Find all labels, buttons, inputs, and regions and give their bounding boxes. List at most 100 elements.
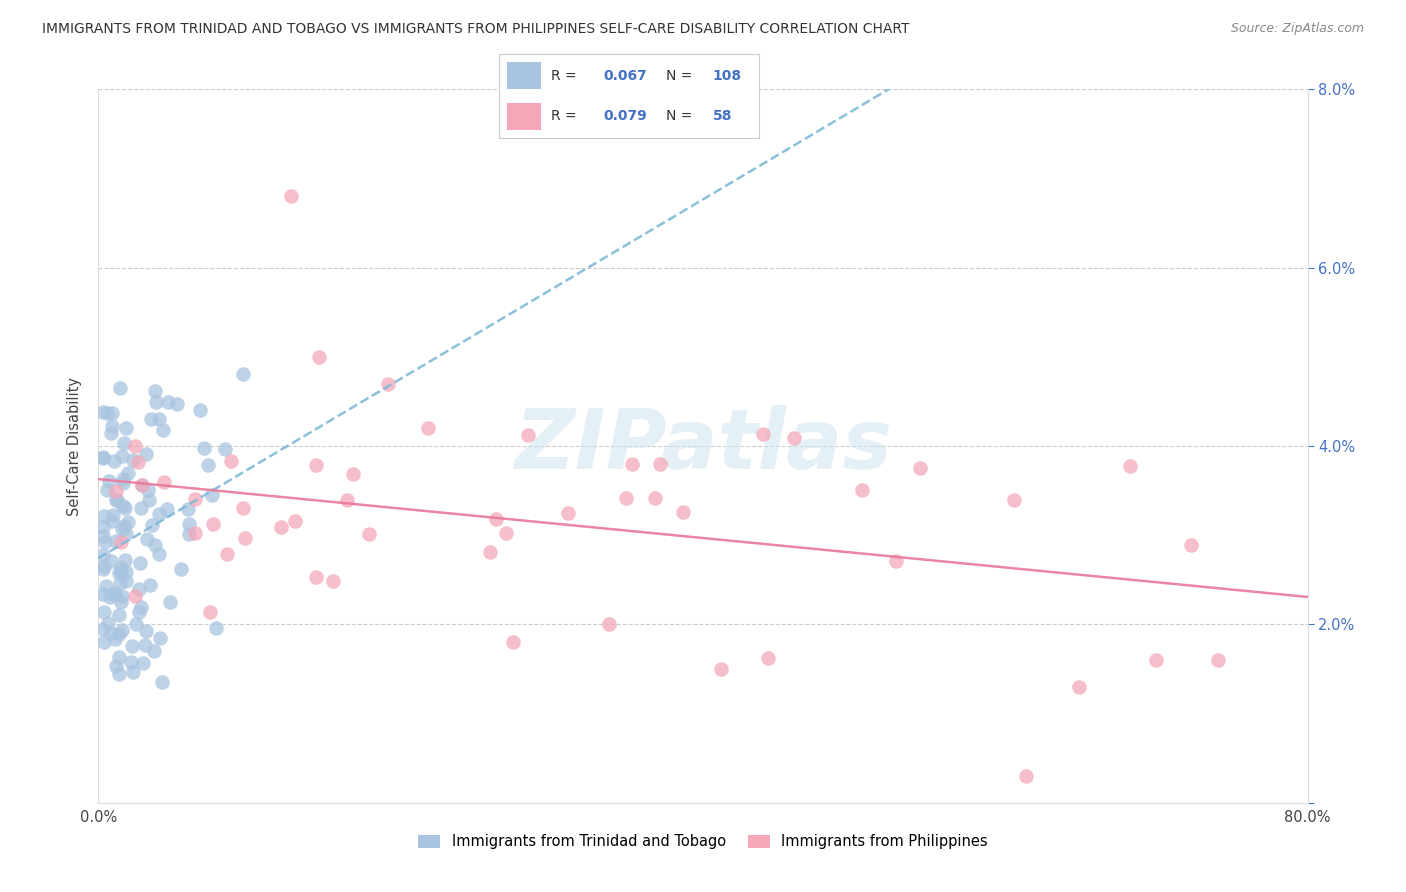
Point <box>122 453 145 467</box>
Point <box>232 501 254 516</box>
Point <box>184 491 207 506</box>
Point <box>112 519 135 533</box>
Point <box>131 478 153 492</box>
Point <box>284 514 307 528</box>
Point <box>516 428 538 442</box>
Point <box>91 450 114 465</box>
Point <box>148 411 170 425</box>
Point <box>115 574 138 589</box>
Point <box>153 475 176 489</box>
Point <box>93 508 115 523</box>
Point <box>159 594 181 608</box>
Point <box>201 488 224 502</box>
Point <box>93 558 115 573</box>
Point <box>100 626 122 640</box>
Point <box>111 522 134 536</box>
Point <box>193 441 215 455</box>
Point <box>280 189 302 203</box>
Point <box>91 548 114 562</box>
Text: Source: ZipAtlas.com: Source: ZipAtlas.com <box>1230 22 1364 36</box>
Text: 0.079: 0.079 <box>603 109 647 123</box>
Bar <box>508 62 541 89</box>
Text: 58: 58 <box>713 109 733 123</box>
Point <box>177 526 200 541</box>
Point <box>145 394 167 409</box>
Point <box>107 667 129 681</box>
Point <box>202 516 225 531</box>
Point <box>138 578 160 592</box>
Point <box>128 582 150 596</box>
Text: N =: N = <box>665 109 696 123</box>
Point <box>357 527 380 541</box>
Point <box>485 512 508 526</box>
Y-axis label: Self-Care Disability: Self-Care Disability <box>67 376 83 516</box>
Point <box>96 483 118 497</box>
Point <box>377 376 399 391</box>
Point <box>135 624 157 638</box>
Point <box>756 650 779 665</box>
Point <box>304 458 326 472</box>
Text: ZIPatlas: ZIPatlas <box>515 406 891 486</box>
Point <box>495 526 517 541</box>
Point <box>215 547 238 561</box>
Point <box>104 659 127 673</box>
Point <box>101 508 124 522</box>
Point <box>97 616 120 631</box>
Point <box>104 632 127 646</box>
Point <box>111 476 134 491</box>
Point <box>131 477 153 491</box>
Point <box>105 493 128 508</box>
Point <box>134 638 156 652</box>
Point <box>138 492 160 507</box>
Point <box>98 590 121 604</box>
Point <box>91 450 114 465</box>
Point <box>94 534 117 549</box>
Point <box>232 367 254 381</box>
Point <box>112 436 135 450</box>
Point <box>117 466 139 480</box>
Point <box>648 457 671 471</box>
Point <box>149 631 172 645</box>
Point <box>148 507 170 521</box>
Point <box>131 600 153 615</box>
Point <box>620 457 643 471</box>
Point <box>1002 492 1025 507</box>
Point <box>1144 653 1167 667</box>
Point <box>110 566 132 580</box>
Point <box>142 644 165 658</box>
Point <box>93 635 115 649</box>
Point <box>752 426 775 441</box>
Point <box>111 589 134 603</box>
Point <box>107 627 129 641</box>
Point <box>214 442 236 456</box>
Point <box>91 562 114 576</box>
Point <box>100 554 122 568</box>
Point <box>120 655 142 669</box>
Point <box>614 491 637 506</box>
Point <box>184 526 207 541</box>
Point <box>851 483 873 497</box>
Point <box>124 439 146 453</box>
Point <box>221 454 243 468</box>
Point <box>179 516 201 531</box>
Point <box>111 623 134 637</box>
Point <box>91 587 114 601</box>
Point <box>111 449 134 463</box>
Point <box>710 662 733 676</box>
Point <box>479 545 502 559</box>
Point <box>124 590 146 604</box>
Point <box>115 565 138 579</box>
Point <box>91 529 114 543</box>
Point <box>104 586 127 600</box>
Point <box>135 447 157 461</box>
Point <box>557 506 579 520</box>
Point <box>148 547 170 561</box>
Point <box>141 517 163 532</box>
Point <box>205 621 228 635</box>
Point <box>114 552 136 566</box>
Point <box>156 395 179 409</box>
Point <box>129 500 152 515</box>
Point <box>198 605 221 619</box>
Point <box>93 605 115 619</box>
Point <box>122 665 145 679</box>
